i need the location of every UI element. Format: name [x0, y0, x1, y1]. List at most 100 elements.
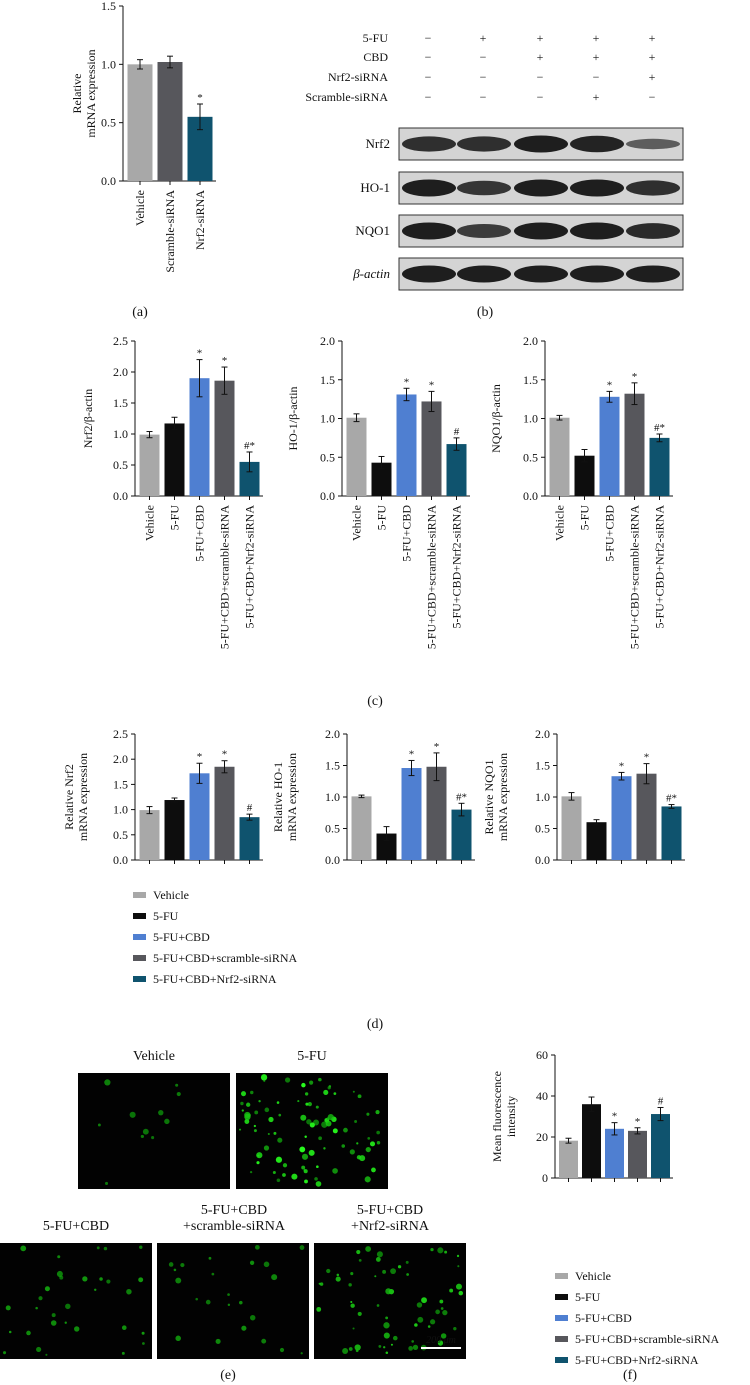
cell-dot: [405, 1260, 409, 1264]
y-tick-label: 1.5: [113, 777, 128, 791]
blot-band: [402, 179, 456, 197]
significance-mark: *: [197, 751, 203, 763]
y-axis-label: intensity: [504, 1096, 518, 1137]
bar-5-fu: [376, 833, 397, 860]
x-tick-label: 5-FU+CBD: [400, 505, 414, 562]
cell-dot: [437, 1340, 444, 1346]
cell-dot: [175, 1335, 181, 1342]
cell-dot: [256, 1152, 263, 1159]
legend-swatch: [555, 1273, 568, 1279]
cell-dot: [408, 1346, 414, 1351]
cell-dot: [104, 1079, 111, 1086]
cell-dot: [126, 1288, 132, 1295]
significance-mark: *: [434, 741, 440, 753]
cell-dot: [268, 1116, 274, 1123]
blot-condition-mark: −: [425, 90, 432, 104]
cell-dot: [305, 1102, 309, 1106]
cell-dot: [335, 1276, 341, 1282]
cell-dot: [254, 1244, 260, 1250]
cell-dot: [430, 1248, 434, 1252]
panel-d-label: (d): [367, 1017, 384, 1032]
legend-label: 5-FU: [153, 909, 179, 923]
cell-dot: [249, 1260, 255, 1265]
blot-condition-mark: −: [480, 50, 487, 64]
cell-dot: [20, 1245, 27, 1252]
x-tick-label: Vehicle: [133, 190, 147, 226]
cell-dot: [208, 1256, 212, 1260]
blot-condition-label: Nrf2-siRNA: [328, 70, 388, 84]
significance-mark: #: [247, 802, 253, 814]
panel-b-label: (b): [477, 305, 494, 320]
cell-dot: [239, 1128, 242, 1131]
blot-band: [402, 136, 456, 152]
x-tick-label: 5-FU: [168, 505, 182, 531]
y-tick-label: 1.5: [101, 0, 116, 13]
blot-band: [402, 222, 456, 240]
blot-band: [514, 179, 568, 197]
cell-dot: [357, 1311, 362, 1316]
blot-band: [514, 222, 568, 240]
cell-dot: [397, 1265, 402, 1269]
significance-mark: *: [632, 371, 638, 383]
cell-dot: [316, 1165, 319, 1169]
x-tick-label: Scramble-siRNA: [163, 190, 177, 273]
cell-dot: [376, 1251, 383, 1258]
cell-dot: [303, 1169, 306, 1172]
cell-dot: [282, 1173, 286, 1177]
cell-dot: [440, 1333, 447, 1339]
blot-condition-mark: +: [537, 50, 544, 64]
y-tick-label: 1.0: [113, 427, 128, 441]
x-tick-label: 5-FU+CBD: [603, 505, 617, 562]
y-tick-label: 0.5: [320, 450, 335, 464]
cell-dot: [352, 1090, 355, 1093]
x-tick-label: 5-FU+CBD+Nrf2-siRNA: [450, 505, 464, 629]
cell-dot: [164, 1118, 170, 1125]
cell-dot: [315, 1181, 322, 1187]
bar-5-fu+cbd: [189, 378, 210, 496]
blot-condition-mark: +: [649, 70, 656, 84]
cell-dot: [430, 1319, 436, 1325]
cell-dot: [378, 1345, 382, 1348]
cell-dot: [264, 1107, 270, 1113]
y-tick-label: 1.5: [535, 759, 550, 773]
cell-dot: [129, 1111, 136, 1118]
significance-mark: *: [635, 1116, 641, 1128]
y-axis-label: Relative HO-1: [271, 762, 285, 832]
x-tick-label: Vehicle: [553, 505, 567, 541]
y-tick-label: 0.5: [113, 458, 128, 472]
blot-protein-label: Nrf2: [365, 136, 390, 151]
cell-dot: [271, 1274, 278, 1281]
cell-dot: [5, 1305, 11, 1311]
legend-swatch: [555, 1294, 568, 1300]
panel-c-label: (c): [367, 694, 383, 709]
y-tick-label: 1.0: [101, 57, 116, 71]
cell-dot: [263, 1145, 270, 1151]
cell-dot: [308, 1149, 315, 1156]
bar-vehicle: [139, 810, 160, 860]
significance-mark: #*: [456, 791, 467, 803]
cell-dot: [253, 1129, 257, 1133]
x-tick-label: 5-FU+CBD+scramble-siRNA: [425, 505, 439, 650]
cell-dot: [277, 1137, 283, 1143]
cell-dot: [300, 1114, 307, 1121]
y-tick-label: 0.0: [535, 853, 550, 867]
cell-dot: [97, 1123, 101, 1127]
cell-dot: [456, 1254, 460, 1258]
cell-dot: [349, 1149, 355, 1155]
y-axis-label: Relative NQO1: [482, 760, 496, 835]
blot-band: [570, 179, 624, 197]
blot-band: [457, 136, 511, 152]
cell-dot: [239, 1300, 243, 1305]
bar-5-fu+cbd+scramble-sirna: [421, 401, 442, 496]
blot-condition-mark: +: [593, 31, 600, 45]
blot-condition-mark: +: [537, 31, 544, 45]
cell-dot: [300, 1352, 303, 1355]
cell-dot: [309, 1080, 314, 1085]
significance-mark: *: [404, 376, 410, 388]
cell-dot: [275, 1156, 283, 1163]
cell-dot: [390, 1268, 397, 1275]
y-axis-label: HO-1/β-actin: [286, 386, 300, 450]
cell-dot: [140, 1134, 144, 1139]
cell-dot: [26, 1330, 31, 1336]
